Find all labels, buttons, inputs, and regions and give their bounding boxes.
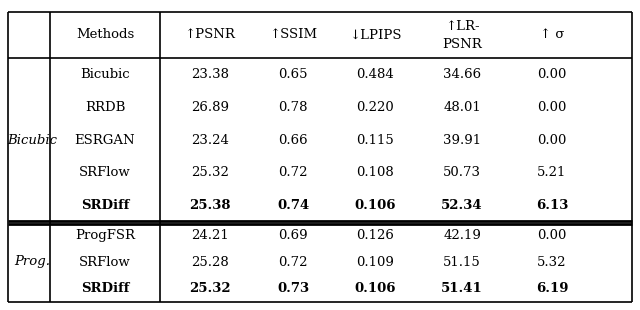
Text: 0.74: 0.74 [277, 199, 309, 212]
Text: 0.00: 0.00 [538, 134, 566, 147]
Text: 6.19: 6.19 [536, 282, 568, 295]
Text: 0.72: 0.72 [278, 166, 308, 179]
Text: Bicubic: Bicubic [7, 134, 57, 147]
Text: 0.73: 0.73 [277, 282, 309, 295]
Text: 42.19: 42.19 [443, 229, 481, 242]
Text: 0.126: 0.126 [356, 229, 394, 242]
Text: 0.72: 0.72 [278, 255, 308, 268]
Text: 25.38: 25.38 [189, 199, 231, 212]
Text: 0.115: 0.115 [356, 134, 394, 147]
Text: 0.00: 0.00 [538, 229, 566, 242]
Text: SRFlow: SRFlow [79, 166, 131, 179]
Text: 0.65: 0.65 [278, 68, 308, 81]
Text: 39.91: 39.91 [443, 134, 481, 147]
Text: RRDB: RRDB [85, 101, 125, 114]
Text: 25.32: 25.32 [191, 166, 229, 179]
Text: ↑ σ: ↑ σ [540, 29, 564, 42]
Text: PSNR: PSNR [442, 38, 482, 51]
Text: Methods: Methods [76, 29, 134, 42]
Text: SRFlow: SRFlow [79, 255, 131, 268]
Text: 6.13: 6.13 [536, 199, 568, 212]
Text: SRDiff: SRDiff [81, 282, 129, 295]
Text: 0.484: 0.484 [356, 68, 394, 81]
Text: 0.106: 0.106 [355, 199, 396, 212]
Text: 50.73: 50.73 [443, 166, 481, 179]
Text: ↑PSNR: ↑PSNR [184, 29, 236, 42]
Text: 26.89: 26.89 [191, 101, 229, 114]
Text: 5.21: 5.21 [538, 166, 566, 179]
Text: ↓LPIPS: ↓LPIPS [349, 29, 401, 42]
Text: ↑SSIM: ↑SSIM [269, 29, 317, 42]
Text: 0.00: 0.00 [538, 101, 566, 114]
Text: 25.28: 25.28 [191, 255, 229, 268]
Text: 0.106: 0.106 [355, 282, 396, 295]
Text: 23.38: 23.38 [191, 68, 229, 81]
Text: 48.01: 48.01 [443, 101, 481, 114]
Text: 24.21: 24.21 [191, 229, 229, 242]
Text: 51.41: 51.41 [441, 282, 483, 295]
Text: 0.109: 0.109 [356, 255, 394, 268]
Text: SRDiff: SRDiff [81, 199, 129, 212]
Text: 0.108: 0.108 [356, 166, 394, 179]
Text: 0.69: 0.69 [278, 229, 308, 242]
Text: 23.24: 23.24 [191, 134, 229, 147]
Text: 52.34: 52.34 [441, 199, 483, 212]
Text: Prog.: Prog. [14, 255, 50, 268]
Text: 34.66: 34.66 [443, 68, 481, 81]
Text: 0.220: 0.220 [356, 101, 394, 114]
Text: 25.32: 25.32 [189, 282, 231, 295]
Text: 0.78: 0.78 [278, 101, 308, 114]
Text: 0.66: 0.66 [278, 134, 308, 147]
Text: 0.00: 0.00 [538, 68, 566, 81]
Text: 51.15: 51.15 [443, 255, 481, 268]
Text: ESRGAN: ESRGAN [75, 134, 135, 147]
Text: ↑LR-: ↑LR- [445, 20, 479, 33]
Text: 5.32: 5.32 [537, 255, 567, 268]
Text: Bicubic: Bicubic [80, 68, 130, 81]
Text: ProgFSR: ProgFSR [75, 229, 135, 242]
